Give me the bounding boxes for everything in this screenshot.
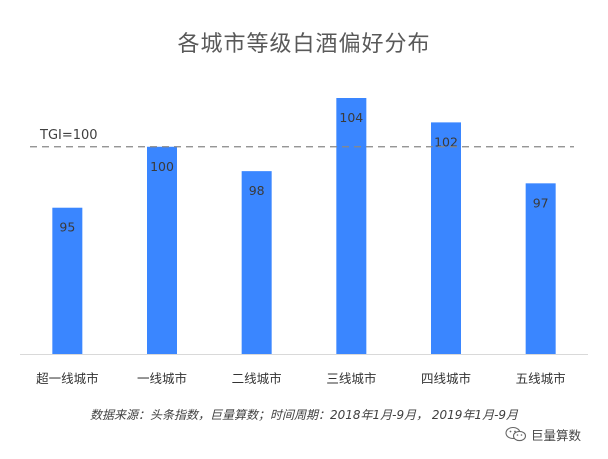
watermark: 巨量算数 xyxy=(505,424,581,444)
x-tick-label: 一线城市 xyxy=(137,371,187,386)
bars-group xyxy=(52,98,556,354)
chart-title: 各城市等级白酒偏好分布 xyxy=(177,32,431,57)
bar-value-label: 95 xyxy=(59,220,75,235)
x-tick-label: 三线城市 xyxy=(326,371,376,386)
bar-3 xyxy=(241,171,272,354)
bar-labels-group: 95 100 98 104 102 97 xyxy=(59,110,548,235)
bar-2 xyxy=(147,146,177,354)
bar-value-label: 100 xyxy=(150,159,174,174)
tgi-reference-label: TGI=100 xyxy=(39,128,98,143)
watermark-text: 巨量算数 xyxy=(531,427,582,443)
bar-4 xyxy=(336,98,367,354)
bar-value-label: 102 xyxy=(434,134,458,149)
wechat-icon xyxy=(505,426,527,442)
x-tick-label: 四线城市 xyxy=(421,371,471,386)
x-tick-label: 超一线城市 xyxy=(36,371,99,386)
bar-value-label: 104 xyxy=(339,110,363,125)
bar-value-label: 98 xyxy=(249,183,265,198)
bar-value-label: 97 xyxy=(533,195,549,210)
x-axis-tick-labels: 超一线城市 一线城市 二线城市 三线城市 四线城市 五线城市 xyxy=(36,371,566,386)
x-tick-label: 五线城市 xyxy=(516,371,566,386)
source-footnote: 数据来源：头条指数，巨量算数；时间周期：2018年1月-9月， 2019年1月-… xyxy=(89,408,519,422)
bar-6 xyxy=(525,183,556,354)
x-tick-label: 二线城市 xyxy=(232,371,282,386)
bar-5 xyxy=(431,122,461,354)
bar-1 xyxy=(52,207,83,354)
bar-chart: 95 100 98 104 102 97 TGI=100 超一线城市 一线城市 二线城市 三线城… xyxy=(20,98,588,386)
